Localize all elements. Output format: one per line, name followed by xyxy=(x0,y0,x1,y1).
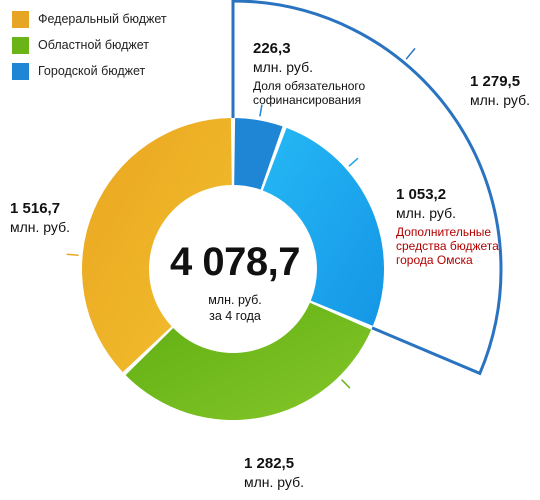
leader-federal xyxy=(66,253,79,257)
legend-item-regional: Областной бюджет xyxy=(12,32,167,58)
federal-label: 1 516,7 млн. руб. xyxy=(10,200,70,236)
legend-item-federal: Федеральный бюджет xyxy=(12,6,167,32)
city-total-label: 1 279,5 млн. руб. xyxy=(470,73,530,109)
total-unit: млн. руб. xyxy=(208,293,262,307)
regional-unit: млн. руб. xyxy=(244,474,304,490)
slice-city-additional xyxy=(262,127,384,326)
total-period: за 4 года xyxy=(209,309,261,323)
city-total-unit: млн. руб. xyxy=(470,92,530,108)
total-value: 4 078,7 xyxy=(170,240,300,284)
city-additional-unit: млн. руб. xyxy=(396,205,456,221)
legend-swatch-federal xyxy=(12,10,29,28)
leader-city-additional xyxy=(348,157,359,167)
legend-swatch-regional xyxy=(12,36,29,54)
slice-regional xyxy=(125,302,372,421)
city-total-value: 1 279,5 xyxy=(470,73,521,90)
city-mandatory-label: 226,3 млн. руб. Доля обязательного софин… xyxy=(253,40,403,107)
legend: Федеральный бюджет Областной бюджет Горо… xyxy=(12,6,167,84)
city-mandatory-value: 226,3 xyxy=(253,40,291,57)
federal-unit: млн. руб. xyxy=(10,219,70,235)
leader-city-total xyxy=(405,47,416,60)
leader-city-mandatory xyxy=(259,104,263,117)
city-additional-value: 1 053,2 xyxy=(396,186,447,203)
city-mandatory-unit: млн. руб. xyxy=(253,59,313,75)
slice-city-mandatory xyxy=(234,118,283,190)
city-mandatory-note: Доля обязательного софинансирования xyxy=(253,79,366,107)
legend-item-city: Городской бюджет xyxy=(12,58,167,84)
slice-federal xyxy=(81,118,232,373)
regional-value: 1 282,5 xyxy=(244,455,295,472)
regional-label: 1 282,5 млн. руб. xyxy=(244,455,304,491)
legend-swatch-city xyxy=(12,62,29,80)
city-additional-label: 1 053,2 млн. руб. Дополнительные средств… xyxy=(396,186,506,267)
legend-label: Областной бюджет xyxy=(38,38,150,52)
leader-regional xyxy=(341,379,351,389)
legend-label: Городской бюджет xyxy=(38,64,146,78)
city-budget-outer-arc xyxy=(231,0,503,376)
center-total: 4 078,7 млн. руб. за 4 года xyxy=(145,240,325,324)
federal-value: 1 516,7 xyxy=(10,200,61,217)
city-additional-note: Дополнительные средства бюджета города О… xyxy=(396,225,499,267)
legend-label: Федеральный бюджет xyxy=(38,12,167,26)
